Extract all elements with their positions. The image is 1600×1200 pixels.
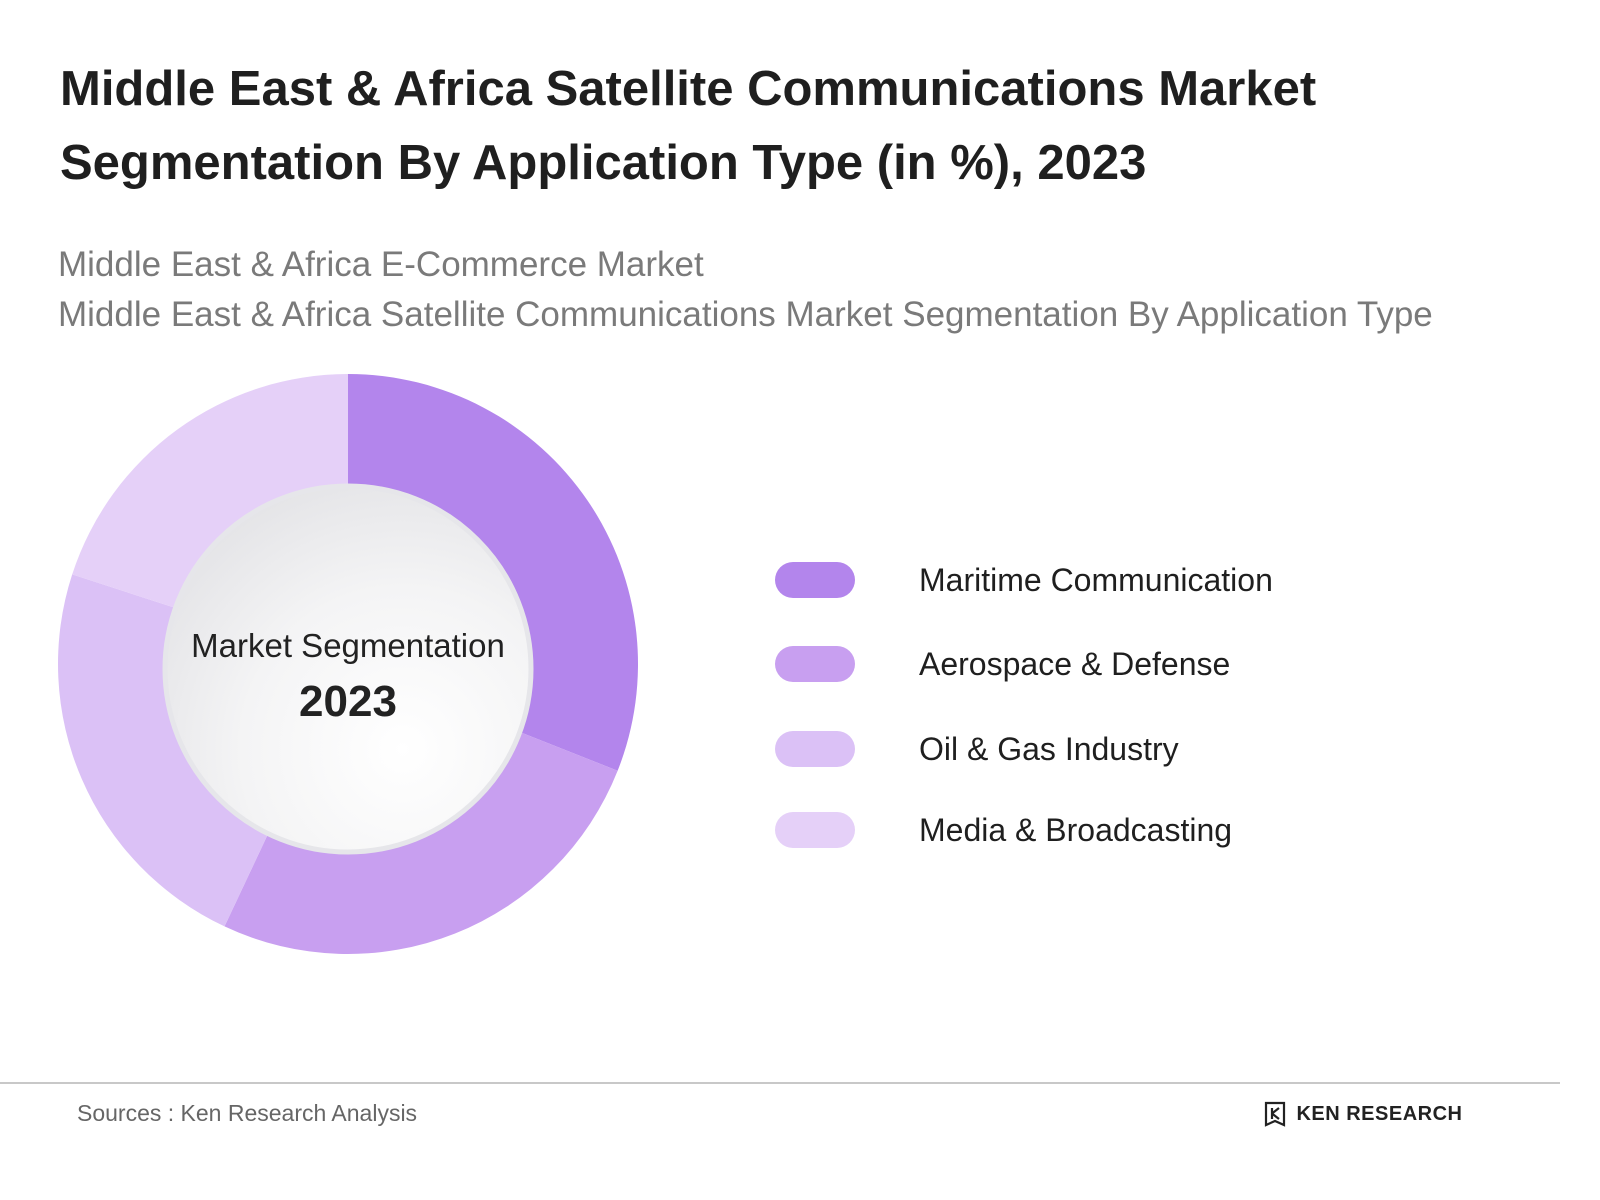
legend-label: Maritime Communication: [919, 562, 1273, 598]
legend-swatch: [775, 812, 855, 848]
ken-research-logo-text: KEN RESEARCH: [1296, 1102, 1463, 1125]
legend-item-aerospace-defense: Aerospace & Defense: [775, 644, 1475, 684]
donut-center-disc: [162, 483, 534, 855]
legend-swatch: [775, 562, 855, 598]
legend-label: Aerospace & Defense: [919, 646, 1231, 682]
legend-swatch: [775, 646, 855, 682]
legend-item-maritime-communication: Maritime Communication: [775, 560, 1475, 600]
subtitle-primary: Middle East & Africa E-Commerce Market: [58, 245, 704, 284]
chart-title: Middle East & Africa Satellite Communica…: [60, 62, 1317, 190]
ken-research-logo-icon: [1264, 1101, 1286, 1127]
legend-swatch: [775, 731, 855, 767]
legend-item-media-broadcasting: Media & Broadcasting: [775, 810, 1475, 850]
center-label: Market Segmentation: [191, 627, 505, 664]
sources-note: Sources : Ken Research Analysis: [77, 1100, 418, 1126]
center-year: 2023: [299, 677, 397, 726]
donut-slice-aerospace-defense: [224, 730, 618, 954]
subtitle-secondary: Middle East & Africa Satellite Communica…: [58, 295, 1433, 334]
donut-slices: [58, 374, 638, 954]
donut-slice-oil-gas-industry: [58, 574, 272, 927]
donut-slice-maritime-communication: [348, 374, 638, 771]
donut-slice-media-broadcasting: [72, 374, 349, 609]
ken-research-logo: KEN RESEARCH: [1264, 1101, 1462, 1131]
legend-label: Oil & Gas Industry: [919, 731, 1179, 767]
footer-divider: [0, 1082, 1560, 1084]
legend-item-oil-gas-industry: Oil & Gas Industry: [775, 729, 1475, 769]
legend-label: Media & Broadcasting: [919, 812, 1233, 848]
